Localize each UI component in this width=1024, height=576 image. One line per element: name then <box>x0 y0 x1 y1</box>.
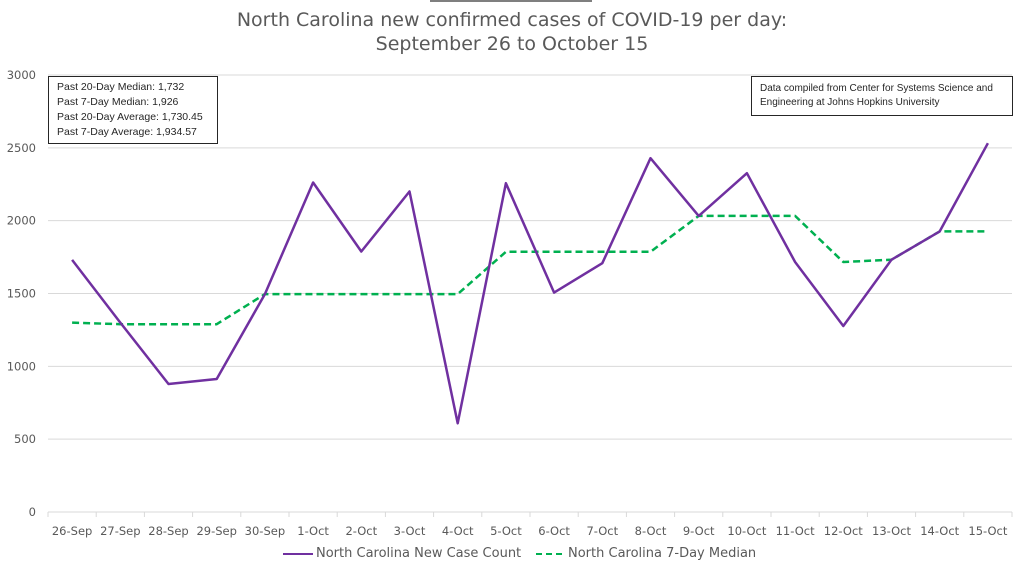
y-tick-label: 1500 <box>7 287 36 301</box>
y-tick-label: 2500 <box>7 141 36 155</box>
legend-label: North Carolina 7-Day Median <box>568 546 757 561</box>
x-tick-label: 28-Sep <box>148 524 188 538</box>
stats-7day-median: Past 7-Day Median: 1,926 <box>57 96 179 108</box>
x-tick-label: 13-Oct <box>872 524 911 538</box>
x-tick-label: 4-Oct <box>442 524 474 538</box>
source-line-1: Data compiled from Center for Systems Sc… <box>760 83 993 94</box>
y-tick-label: 1000 <box>7 359 36 373</box>
stats-annotation-box: Past 20-Day Median: 1,732 Past 7-Day Med… <box>48 76 218 144</box>
x-axis-tick-labels: 26-Sep 27-Sep 28-Sep 29-Sep 30-Sep 1-Oct 2-Oct… <box>52 524 1008 538</box>
x-tick-label: 30-Sep <box>245 524 285 538</box>
x-tick-label: 1-Oct <box>297 524 329 538</box>
y-axis-tick-labels: 0 500 1000 1500 2000 2500 3000 <box>7 68 36 519</box>
x-tick-label: 12-Oct <box>824 524 863 538</box>
stats-20day-median: Past 20-Day Median: 1,732 <box>57 81 185 93</box>
stats-20day-average: Past 20-Day Average: 1,730.45 <box>57 111 203 123</box>
legend-swatch-dashed-line <box>536 552 562 555</box>
x-tick-label: 6-Oct <box>538 524 570 538</box>
series-lines <box>71 142 989 425</box>
y-tick-label: 2000 <box>7 214 36 228</box>
x-tick-label: 27-Sep <box>100 524 140 538</box>
legend-item-7day-median: North Carolina 7-Day Median <box>536 546 756 561</box>
x-axis <box>47 511 1013 517</box>
x-tick-label: 7-Oct <box>586 524 618 538</box>
y-tick-label: 500 <box>14 432 36 446</box>
x-tick-label: 11-Oct <box>776 524 815 538</box>
series-line-7day-median <box>72 214 988 326</box>
y-tick-label: 0 <box>29 505 36 519</box>
x-tick-label: 9-Oct <box>683 524 715 538</box>
x-tick-label: 15-Oct <box>968 524 1007 538</box>
chart-title: North Carolina new confirmed cases of CO… <box>0 8 1024 56</box>
x-tick-label: 5-Oct <box>490 524 522 538</box>
x-tick-label: 3-Oct <box>394 524 426 538</box>
chart-title-line1: North Carolina new confirmed cases of CO… <box>236 9 788 31</box>
chart-subtitle: September 26 to October 15 <box>375 33 649 55</box>
x-tick-label: 26-Sep <box>52 524 92 538</box>
x-tick-label: 2-Oct <box>345 524 377 538</box>
gridlines <box>48 74 1012 440</box>
series-line-new-case-count <box>71 142 989 425</box>
legend-label: North Carolina New Case Count <box>316 546 522 561</box>
x-tick-label: 29-Sep <box>196 524 236 538</box>
x-tick-label: 14-Oct <box>920 524 959 538</box>
chart-legend: North Carolina New Case Count North Caro… <box>0 546 1024 566</box>
legend-item-new-case-count: North Carolina New Case Count <box>283 546 521 561</box>
source-line-2: Engineering at Johns Hopkins University <box>760 97 940 108</box>
y-tick-label: 3000 <box>7 68 36 82</box>
x-tick-label: 8-Oct <box>635 524 667 538</box>
x-tick-label: 10-Oct <box>727 524 766 538</box>
top-tab-indicator <box>430 0 592 2</box>
source-annotation-box: Data compiled from Center for Systems Sc… <box>751 76 1013 116</box>
stats-7day-average: Past 7-Day Average: 1,934.57 <box>57 126 197 138</box>
legend-swatch-solid-line <box>283 552 313 555</box>
